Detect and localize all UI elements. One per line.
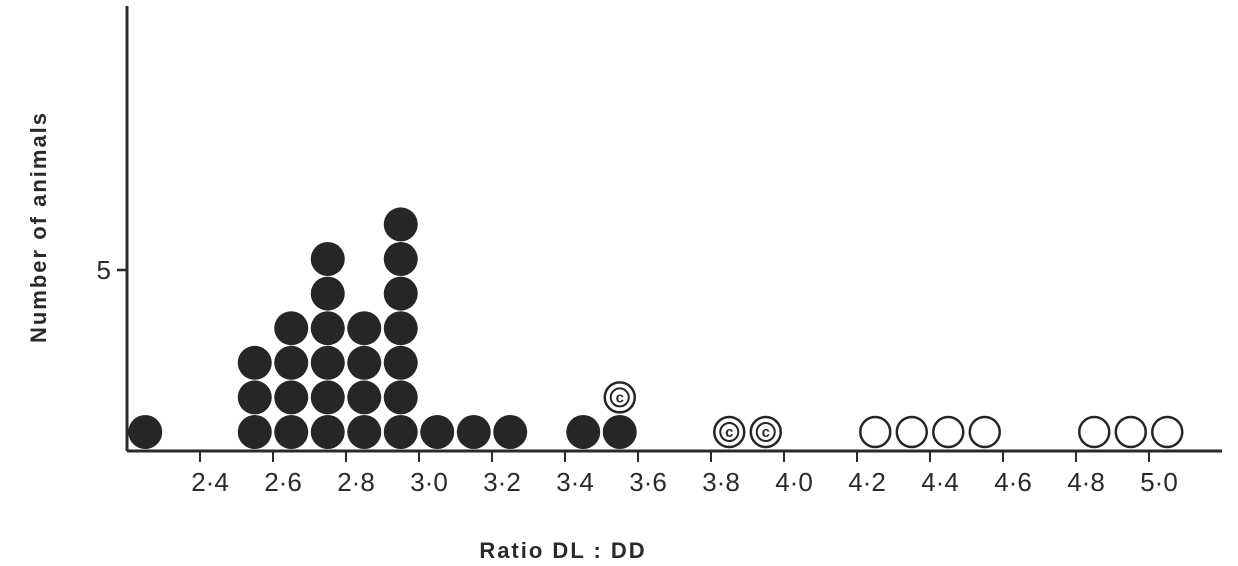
x-tick-label: 2·8 [337,467,375,497]
x-tick-label: 3·2 [483,467,521,497]
filled-dot-19 [383,380,418,415]
x-axis-title: Ratio DL : DD [479,538,646,563]
data-points: c c c [128,207,1184,449]
filled-dot-16 [347,345,382,380]
x-tick-label: 3·6 [629,467,667,497]
filled-dot-6 [274,345,309,380]
x-tick-label: 2·6 [264,467,302,497]
x-tick-label: 3·0 [410,467,448,497]
y-tick-label: 5 [97,255,111,285]
filled-dot-18 [383,415,418,449]
open-dot-3 [968,415,1001,449]
x-tick-labels: 2·4 2·6 2·8 3·0 3·2 3·4 3·6 3·8 4·0 4·2 4·4 4·6 4·8 5… [191,451,1178,497]
open-c-inner-ring-2 [755,422,776,442]
x-tick-label: 2·4 [191,467,229,497]
filled-dot-26 [456,415,491,449]
open-dot-1 [895,415,928,449]
filled-dot-5 [274,380,309,415]
open-dot-2 [932,415,965,449]
filled-dot-11 [310,311,345,346]
filled-dot-12 [310,276,345,311]
open-c-letter-2: c [762,424,770,441]
x-tick-label: 3·4 [556,467,594,497]
open-c-inner-ring-1 [719,422,740,442]
x-tick-label: 3·8 [702,467,740,497]
open-dot-4 [1078,415,1111,449]
filled-dot-20 [383,345,418,380]
filled-dot-27 [493,415,528,449]
x-tick-label: 5·0 [1140,467,1178,497]
filled-dot-9 [310,380,345,415]
filled-dot-8 [310,415,345,449]
x-tick-label: 4·2 [848,467,886,497]
filled-dot-4 [274,415,309,449]
filled-dot-28 [566,415,601,449]
filled-dot-17 [347,311,382,346]
open-c-letter-1: c [725,424,733,441]
filled-dot-2 [237,380,272,415]
y-axis-title: Number of animals [26,111,51,343]
filled-dot-22 [383,276,418,311]
open-dot-6 [1151,415,1184,449]
open-c-dot-0 [603,381,636,414]
filled-dot-15 [347,380,382,415]
filled-dot-1 [237,415,272,449]
x-tick-label: 4·8 [1067,467,1105,497]
open-c-dot-2 [749,415,782,449]
filled-dot-7 [274,311,309,346]
filled-dot-13 [310,242,345,276]
x-tick-label: 4·0 [775,467,813,497]
filled-dot-10 [310,345,345,380]
filled-dot-24 [383,207,418,242]
open-c-inner-ring-0 [609,387,630,408]
y-ticks: 5 [97,255,127,285]
open-dot-5 [1114,415,1147,449]
filled-dot-23 [383,242,418,276]
filled-dot-14 [347,415,382,449]
filled-dot-29 [602,415,637,449]
open-c-letter-0: c [616,389,624,406]
open-c-dot-1 [713,415,746,449]
filled-dot-3 [237,345,272,380]
filled-dot-21 [383,311,418,346]
filled-dot-0 [128,415,163,449]
axes [125,6,1222,453]
x-tick-label: 4·6 [994,467,1032,497]
filled-dot-25 [420,415,455,449]
x-tick-label: 4·4 [921,467,959,497]
open-dot-0 [859,415,892,449]
